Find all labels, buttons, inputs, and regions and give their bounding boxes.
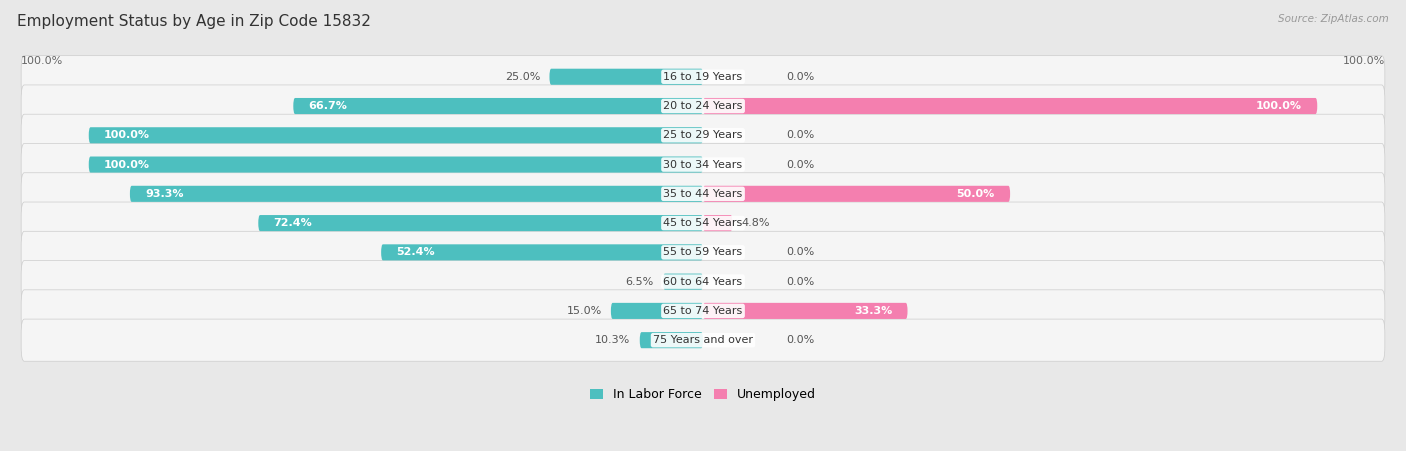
Text: 100.0%: 100.0% <box>1256 101 1302 111</box>
FancyBboxPatch shape <box>21 319 1385 361</box>
Text: 72.4%: 72.4% <box>274 218 312 228</box>
Text: 100.0%: 100.0% <box>1343 56 1385 66</box>
FancyBboxPatch shape <box>703 215 733 231</box>
Text: 16 to 19 Years: 16 to 19 Years <box>664 72 742 82</box>
Text: 15.0%: 15.0% <box>567 306 602 316</box>
FancyBboxPatch shape <box>21 261 1385 303</box>
Text: 100.0%: 100.0% <box>104 130 150 140</box>
FancyBboxPatch shape <box>21 85 1385 127</box>
FancyBboxPatch shape <box>294 98 703 114</box>
Text: 25 to 29 Years: 25 to 29 Years <box>664 130 742 140</box>
Text: 93.3%: 93.3% <box>145 189 184 199</box>
Text: 55 to 59 Years: 55 to 59 Years <box>664 247 742 258</box>
FancyBboxPatch shape <box>610 303 703 319</box>
Text: 6.5%: 6.5% <box>626 276 654 287</box>
FancyBboxPatch shape <box>21 290 1385 332</box>
FancyBboxPatch shape <box>129 186 703 202</box>
Text: 0.0%: 0.0% <box>786 335 814 345</box>
Text: 60 to 64 Years: 60 to 64 Years <box>664 276 742 287</box>
Text: 100.0%: 100.0% <box>21 56 63 66</box>
FancyBboxPatch shape <box>21 173 1385 215</box>
Text: 10.3%: 10.3% <box>595 335 630 345</box>
FancyBboxPatch shape <box>259 215 703 231</box>
Legend: In Labor Force, Unemployed: In Labor Force, Unemployed <box>585 383 821 406</box>
FancyBboxPatch shape <box>89 156 703 173</box>
FancyBboxPatch shape <box>703 186 1010 202</box>
Text: 75 Years and over: 75 Years and over <box>652 335 754 345</box>
FancyBboxPatch shape <box>664 274 703 290</box>
FancyBboxPatch shape <box>703 303 907 319</box>
Text: 30 to 34 Years: 30 to 34 Years <box>664 160 742 170</box>
FancyBboxPatch shape <box>21 202 1385 244</box>
Text: 0.0%: 0.0% <box>786 130 814 140</box>
FancyBboxPatch shape <box>21 114 1385 156</box>
Text: 45 to 54 Years: 45 to 54 Years <box>664 218 742 228</box>
FancyBboxPatch shape <box>381 244 703 260</box>
Text: 0.0%: 0.0% <box>786 247 814 258</box>
Text: 100.0%: 100.0% <box>104 160 150 170</box>
Text: 20 to 24 Years: 20 to 24 Years <box>664 101 742 111</box>
Text: 33.3%: 33.3% <box>853 306 893 316</box>
Text: Employment Status by Age in Zip Code 15832: Employment Status by Age in Zip Code 158… <box>17 14 371 28</box>
FancyBboxPatch shape <box>21 55 1385 98</box>
Text: 50.0%: 50.0% <box>956 189 995 199</box>
FancyBboxPatch shape <box>640 332 703 348</box>
Text: Source: ZipAtlas.com: Source: ZipAtlas.com <box>1278 14 1389 23</box>
Text: 25.0%: 25.0% <box>505 72 540 82</box>
Text: 0.0%: 0.0% <box>786 160 814 170</box>
Text: 65 to 74 Years: 65 to 74 Years <box>664 306 742 316</box>
Text: 0.0%: 0.0% <box>786 276 814 287</box>
Text: 0.0%: 0.0% <box>786 72 814 82</box>
FancyBboxPatch shape <box>703 98 1317 114</box>
FancyBboxPatch shape <box>21 143 1385 186</box>
Text: 35 to 44 Years: 35 to 44 Years <box>664 189 742 199</box>
Text: 66.7%: 66.7% <box>309 101 347 111</box>
Text: 4.8%: 4.8% <box>742 218 770 228</box>
FancyBboxPatch shape <box>21 231 1385 273</box>
FancyBboxPatch shape <box>550 69 703 85</box>
Text: 52.4%: 52.4% <box>396 247 434 258</box>
FancyBboxPatch shape <box>89 127 703 143</box>
